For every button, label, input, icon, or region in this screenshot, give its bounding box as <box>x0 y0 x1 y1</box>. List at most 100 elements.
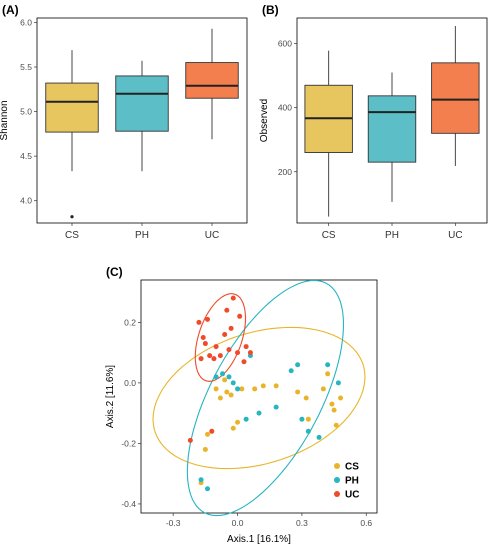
point-ph <box>205 486 211 492</box>
point-cs <box>305 416 311 422</box>
point-uc <box>224 307 230 313</box>
point-cs <box>205 431 211 437</box>
boxplot-observed: 200 400 600 CS PH UC Observed <box>259 17 488 241</box>
point-uc <box>235 350 241 356</box>
point-uc <box>209 428 215 434</box>
point-uc <box>207 353 213 359</box>
y-tick-label: 0.2 <box>124 317 136 327</box>
box-ph <box>367 95 417 163</box>
point-uc <box>187 437 193 443</box>
point-cs <box>303 395 309 401</box>
point-cs <box>329 401 335 407</box>
y-tick-label: 0.0 <box>124 378 136 388</box>
panel-label-c: (C) <box>106 265 123 279</box>
point-uc <box>200 334 206 340</box>
y-axis-title: Axis.2 [11.6%] <box>105 365 116 428</box>
box-cs <box>45 82 99 133</box>
point-uc <box>213 344 219 350</box>
point-ph <box>273 404 279 410</box>
point-cs <box>273 383 279 389</box>
point-ph <box>325 362 331 368</box>
box-uc <box>185 62 239 99</box>
point-ph <box>230 380 236 386</box>
x-axis-title: Axis.1 [16.1%] <box>227 534 291 545</box>
x-tick-label: UC <box>205 230 219 241</box>
y-tick-label: 4.5 <box>20 151 32 161</box>
point-cs <box>331 407 337 413</box>
plot-frame <box>140 279 378 514</box>
point-ph <box>335 380 341 386</box>
point-cs <box>239 386 245 392</box>
point-uc <box>247 350 253 356</box>
pcoa-scatter: -0.3 0.0 0.3 0.6 -0.4 -0.2 0.0 0.2 CS PH UC Axis.1 … <box>105 279 378 545</box>
x-tick-label: UC <box>448 230 462 241</box>
ellipse-cs <box>152 326 366 470</box>
point-cs <box>217 395 223 401</box>
point-cs <box>228 392 234 398</box>
point-uc <box>241 359 247 365</box>
point-ph <box>235 386 241 392</box>
point-uc <box>196 319 202 325</box>
point-ph <box>305 428 311 434</box>
y-tick-label: 4.0 <box>20 196 32 206</box>
point-ph <box>288 368 294 374</box>
y-axis-title: Shannon <box>0 100 10 140</box>
y-tick-label: 400 <box>278 103 292 113</box>
point-cs <box>333 422 339 428</box>
point-ph <box>226 374 232 380</box>
x-tick-label: PH <box>385 230 399 241</box>
x-tick-label: CS <box>322 230 336 241</box>
point-ph <box>243 416 249 422</box>
legend-swatch-uc <box>334 491 340 497</box>
y-tick-label: 600 <box>278 39 292 49</box>
point-uc <box>211 356 217 362</box>
point-ph <box>256 410 262 416</box>
point-uc <box>230 295 236 301</box>
y-tick-label: 5.0 <box>20 107 32 117</box>
ellipse-uc <box>194 293 247 382</box>
point-cs <box>224 389 230 395</box>
point-cs <box>260 383 266 389</box>
y-tick-label: -0.2 <box>121 438 136 448</box>
point-cs <box>325 371 331 377</box>
x-tick-label: 0.0 <box>232 518 244 528</box>
ellipse-ph <box>186 279 345 517</box>
point-uc <box>222 331 228 337</box>
y-tick-label: 6.0 <box>20 17 32 27</box>
panel-label-b: (B) <box>262 3 279 17</box>
point-cs <box>230 425 236 431</box>
panel-label-a: (A) <box>2 3 19 17</box>
point-ph <box>295 362 301 368</box>
point-ph <box>198 477 204 483</box>
point-cs <box>295 389 301 395</box>
point-cs <box>213 386 219 392</box>
point-uc <box>226 347 232 353</box>
x-tick-label: CS <box>65 230 79 241</box>
point-uc <box>228 325 234 331</box>
point-cs <box>252 386 258 392</box>
point-uc <box>202 341 208 347</box>
boxplot-shannon: 4.0 4.5 5.0 5.5 6.0 CS PH UC Shannon <box>0 17 248 241</box>
point-uc <box>237 313 243 319</box>
point-ph <box>213 374 219 380</box>
outlier-point <box>70 215 74 219</box>
point-cs <box>222 377 228 383</box>
point-uc <box>205 316 211 322</box>
point-cs <box>235 419 241 425</box>
y-tick-label: 5.5 <box>20 62 32 72</box>
y-axis-title: Observed <box>259 99 270 142</box>
x-tick-label: 0.3 <box>296 518 308 528</box>
legend-swatch-cs <box>334 463 340 469</box>
point-cs <box>202 446 208 452</box>
x-tick-label: 0.6 <box>360 518 372 528</box>
legend-swatch-ph <box>334 477 340 483</box>
legend-label-cs: CS <box>345 462 359 473</box>
point-uc <box>198 356 204 362</box>
point-ph <box>299 416 305 422</box>
point-cs <box>320 386 326 392</box>
point-uc <box>243 344 249 350</box>
point-ph <box>220 371 226 377</box>
box-ph <box>115 75 169 132</box>
x-tick-label: PH <box>135 230 149 241</box>
